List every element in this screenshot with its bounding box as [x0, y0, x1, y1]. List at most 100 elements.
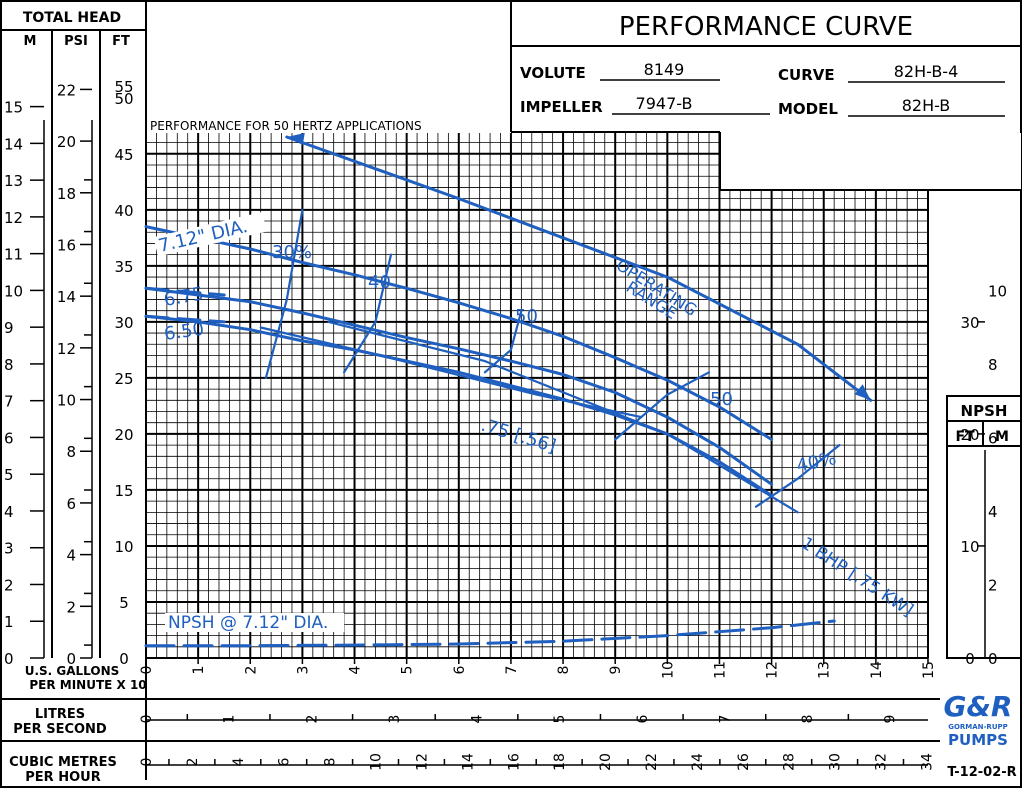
- gpm-tick-label: 3: [295, 666, 311, 675]
- series-line: [264, 208, 304, 379]
- curve-marks: [144, 133, 873, 648]
- annotation-background: [153, 211, 267, 257]
- psi-tick-label: 20: [57, 133, 76, 151]
- operating-range-line: [285, 135, 873, 402]
- series-line: [144, 286, 774, 486]
- series-line: [144, 619, 836, 648]
- m-tick-label: 0: [4, 650, 14, 668]
- chart-subtitle: PERFORMANCE FOR 50 HERTZ APPLICATIONS: [150, 119, 422, 133]
- total-head-title: TOTAL HEAD: [23, 10, 121, 26]
- m3h-tick-label: 24: [690, 753, 706, 771]
- header-field-label: MODEL: [778, 100, 838, 118]
- lps-tick-label: 1: [222, 715, 238, 724]
- ft-tick-label: 30: [114, 314, 133, 332]
- ft-tick-label: 20: [114, 426, 133, 444]
- ft-tick-label: 15: [114, 482, 133, 500]
- psi-tick-label: 4: [66, 547, 76, 565]
- header-field-value: 82H-B: [902, 96, 951, 115]
- gpm-tick-label: 6: [452, 665, 468, 674]
- operating-range-arrowhead-end: [854, 384, 871, 401]
- series-line: [327, 320, 799, 514]
- ft-tick-label: 50: [114, 90, 133, 108]
- gpm-tick-label: 11: [712, 661, 728, 679]
- lps-tick-label: 5: [552, 715, 568, 724]
- psi-tick-label: 8: [66, 443, 76, 461]
- gpm-axis-label-2: PER MINUTE X 10: [29, 678, 146, 692]
- m-tick-label: 15: [4, 99, 23, 117]
- npsh-m-label: M: [995, 429, 1009, 445]
- series-line: [144, 225, 774, 441]
- header-field-label: CURVE: [778, 66, 835, 84]
- lps-tick-label: 7: [717, 715, 733, 724]
- npsh-m-tick-label: 6: [988, 429, 998, 447]
- gpm-tick-label: 14: [869, 661, 885, 679]
- m-tick-label: 13: [4, 172, 23, 190]
- ft-axis-label: FT: [112, 34, 130, 49]
- header-field-value: 7947-B: [636, 94, 693, 113]
- lps-axis-label-2: PER SECOND: [13, 722, 107, 737]
- m-axis-label: M: [24, 34, 37, 49]
- m3h-tick-label: 28: [782, 753, 798, 771]
- curve-annotation: 50: [710, 389, 733, 410]
- chart-title: PERFORMANCE CURVE: [619, 12, 913, 42]
- lps-axis-label-1: LITRES: [35, 707, 85, 722]
- gpm-tick-label: 5: [400, 666, 416, 675]
- npsh-m-tick-label: 4: [988, 503, 998, 521]
- header-field-label: IMPELLER: [520, 98, 603, 116]
- m3h-tick-label: 4: [231, 757, 247, 766]
- m3h-tick-label: 30: [828, 753, 844, 771]
- m-tick-label: 9: [4, 319, 14, 337]
- m-tick-label: 3: [4, 540, 14, 558]
- npsh-m-tick-label: 10: [988, 282, 1007, 300]
- ft-tick-label: 10: [114, 538, 133, 556]
- logo-brand: PUMPS: [948, 731, 1008, 749]
- npsh-ft-tick-label: 20: [960, 426, 979, 444]
- header-field-label: VOLUTE: [520, 64, 586, 82]
- y-axes: 0510152025303540455055012345678910111213…: [4, 78, 134, 668]
- gpm-tick-label: 1: [191, 666, 207, 675]
- psi-tick-label: 6: [66, 495, 76, 513]
- header-spec-mask: [721, 133, 1021, 190]
- m3h-tick-label: 2: [185, 758, 201, 767]
- header-field-value: 8149: [644, 60, 685, 79]
- series-line: [259, 326, 643, 419]
- npsh-scale: NPSH FT M 0 10 20 30 0 2 4 6 8 10: [946, 282, 1022, 668]
- series-line: [343, 253, 393, 374]
- m3h-tick-label: 12: [414, 753, 430, 771]
- m3h-tick-label: 16: [506, 753, 522, 771]
- m-tick-label: 12: [4, 209, 23, 227]
- lps-tick-label: 3: [387, 715, 403, 724]
- curve-annotation: NPSH @ 7.12" DIA.: [168, 613, 328, 633]
- series-line-dash: [144, 286, 226, 297]
- npsh-ft-tick-label: 10: [960, 538, 979, 556]
- m-tick-label: 8: [4, 356, 14, 374]
- ft-tick-label: 40: [114, 202, 133, 220]
- psi-tick-label: 2: [66, 598, 76, 616]
- gpm-tick-label: 12: [765, 661, 781, 679]
- m-tick-label: 7: [4, 393, 14, 411]
- m-tick-label: 5: [4, 466, 14, 484]
- ft-tick-label: 55: [114, 78, 133, 96]
- npsh-ft-tick-label: 30: [960, 314, 979, 332]
- npsh-ft-tick-label: 0: [965, 650, 975, 668]
- operating-range-arrowhead-start: [286, 133, 305, 145]
- psi-tick-label: 18: [57, 185, 76, 203]
- gpm-tick-label: 8: [556, 666, 572, 675]
- gorman-rupp-logo: G&R GORMAN-RUPP PUMPS: [944, 690, 1013, 749]
- gpm-tick-label: 10: [660, 661, 676, 679]
- logo-mark: G&R: [944, 690, 1013, 723]
- m-tick-label: 4: [4, 503, 14, 521]
- header-field-value: 82H-B-4: [894, 62, 959, 81]
- m3h-tick-label: 8: [323, 758, 339, 767]
- psi-tick-label: 10: [57, 392, 76, 410]
- gpm-tick-label: 15: [921, 661, 937, 679]
- m3h-tick-label: 34: [919, 753, 935, 771]
- lps-tick-label: 4: [470, 714, 486, 723]
- m-tick-label: 14: [4, 135, 23, 153]
- series-line: [754, 444, 841, 508]
- ft-tick-label: 0: [119, 650, 129, 668]
- psi-tick-label: 12: [57, 340, 76, 358]
- series-line-dash: [144, 314, 226, 324]
- npsh-m-tick-label: 0: [988, 650, 998, 668]
